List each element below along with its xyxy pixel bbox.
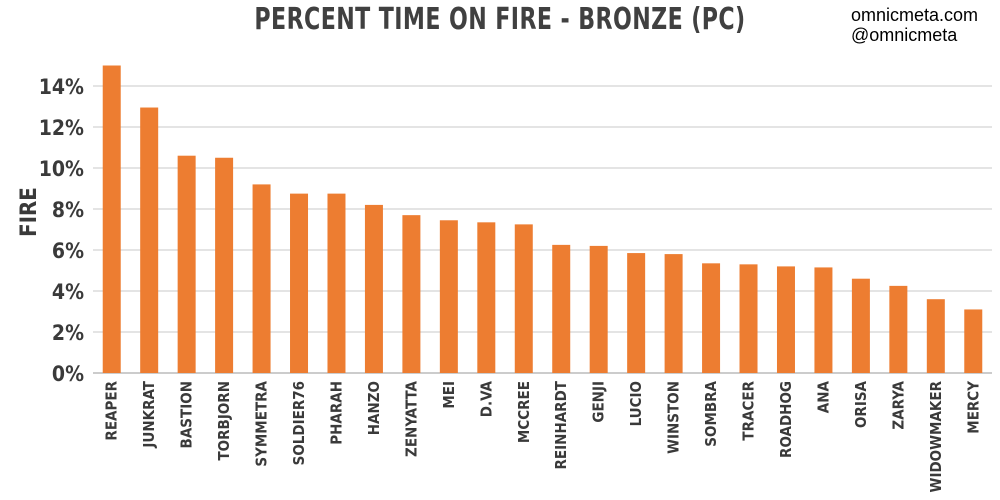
bar-genji [589,245,608,373]
y-tick-label: 6% [52,239,84,263]
x-tick-label: TORBJORN [215,381,233,461]
bar-winston [664,254,683,373]
x-tick-label: WIDOWMAKER [927,380,945,492]
y-tick-label: 8% [52,198,84,222]
y-tick-label: 14% [39,75,84,99]
x-tick-label: MEI [440,381,458,409]
bar-soldier76 [290,193,309,373]
x-tick-label: MCCREE [515,381,533,443]
x-tick-label: MERCY [964,381,982,434]
bar-pharah [327,193,346,373]
x-tick-label: TRACER [740,380,758,440]
bar-lucio [627,253,646,373]
x-tick-label: JUNKRAT [140,380,158,448]
bar-zenyatta [402,215,421,373]
bars [102,65,983,374]
x-tick-label: PHARAH [327,381,345,445]
x-tick-labels: REAPER JUNKRAT BASTION TORBJORN SYMMETRA SOLD… [103,380,983,492]
bar-hanzo [364,204,383,373]
x-tick-label: SOMBRA [702,380,720,446]
x-tick-label: ZENYATTA [402,380,420,457]
bar-tracer [739,264,758,373]
x-tick-label: SOLDIER76 [290,381,308,465]
x-tick-label: LUCIO [627,381,645,426]
bar-widowmaker [926,299,945,373]
x-tick-label: ANA [814,380,832,413]
x-tick-label: BASTION [178,381,196,448]
chart-title: PERCENT TIME ON FIRE - BRONZE (PC) [254,2,746,37]
y-axis-label: FIRE [17,187,42,237]
y-tick-label: 0% [52,362,84,386]
x-tick-label: REINHARDT [552,380,570,469]
bar-torbjorn [215,157,234,373]
x-tick-label: SYMMETRA [253,380,271,466]
bar-symmetra [252,184,271,373]
bar-mei [439,220,458,373]
bar-zarya [889,285,908,373]
bar-mccree [514,224,533,373]
y-tick-label: 12% [39,116,84,140]
watermark-site: omnicmeta.com [851,5,979,25]
watermark-handle: @omnicmeta [851,25,958,45]
x-tick-label: ZARYA [889,380,907,429]
bar-bastion [177,155,196,373]
x-tick-label: HANZO [365,381,383,435]
x-tick-label: GENJI [590,381,608,423]
bar-ana [814,267,833,373]
y-tick-label: 4% [52,280,84,304]
gridlines [93,85,992,374]
bar-sombra [702,263,721,373]
bar-junkrat [140,107,159,374]
x-tick-label: ROADHOG [777,381,795,458]
bar-roadhog [776,266,795,373]
x-tick-label: D.VA [477,380,495,417]
y-tick-label: 2% [52,321,84,345]
bar-mercy [964,309,983,373]
y-tick-labels: 0% 2% 4% 6% 8% 10% 12% 14% [39,75,84,386]
bar-dva [477,222,496,373]
y-tick-label: 10% [39,157,84,181]
x-tick-label: REAPER [103,380,121,440]
bar-reinhardt [552,244,571,373]
bar-orisa [851,278,870,373]
bar-reaper [102,65,121,373]
x-tick-label: ORISA [852,380,870,428]
x-tick-label: WINSTON [665,381,683,454]
